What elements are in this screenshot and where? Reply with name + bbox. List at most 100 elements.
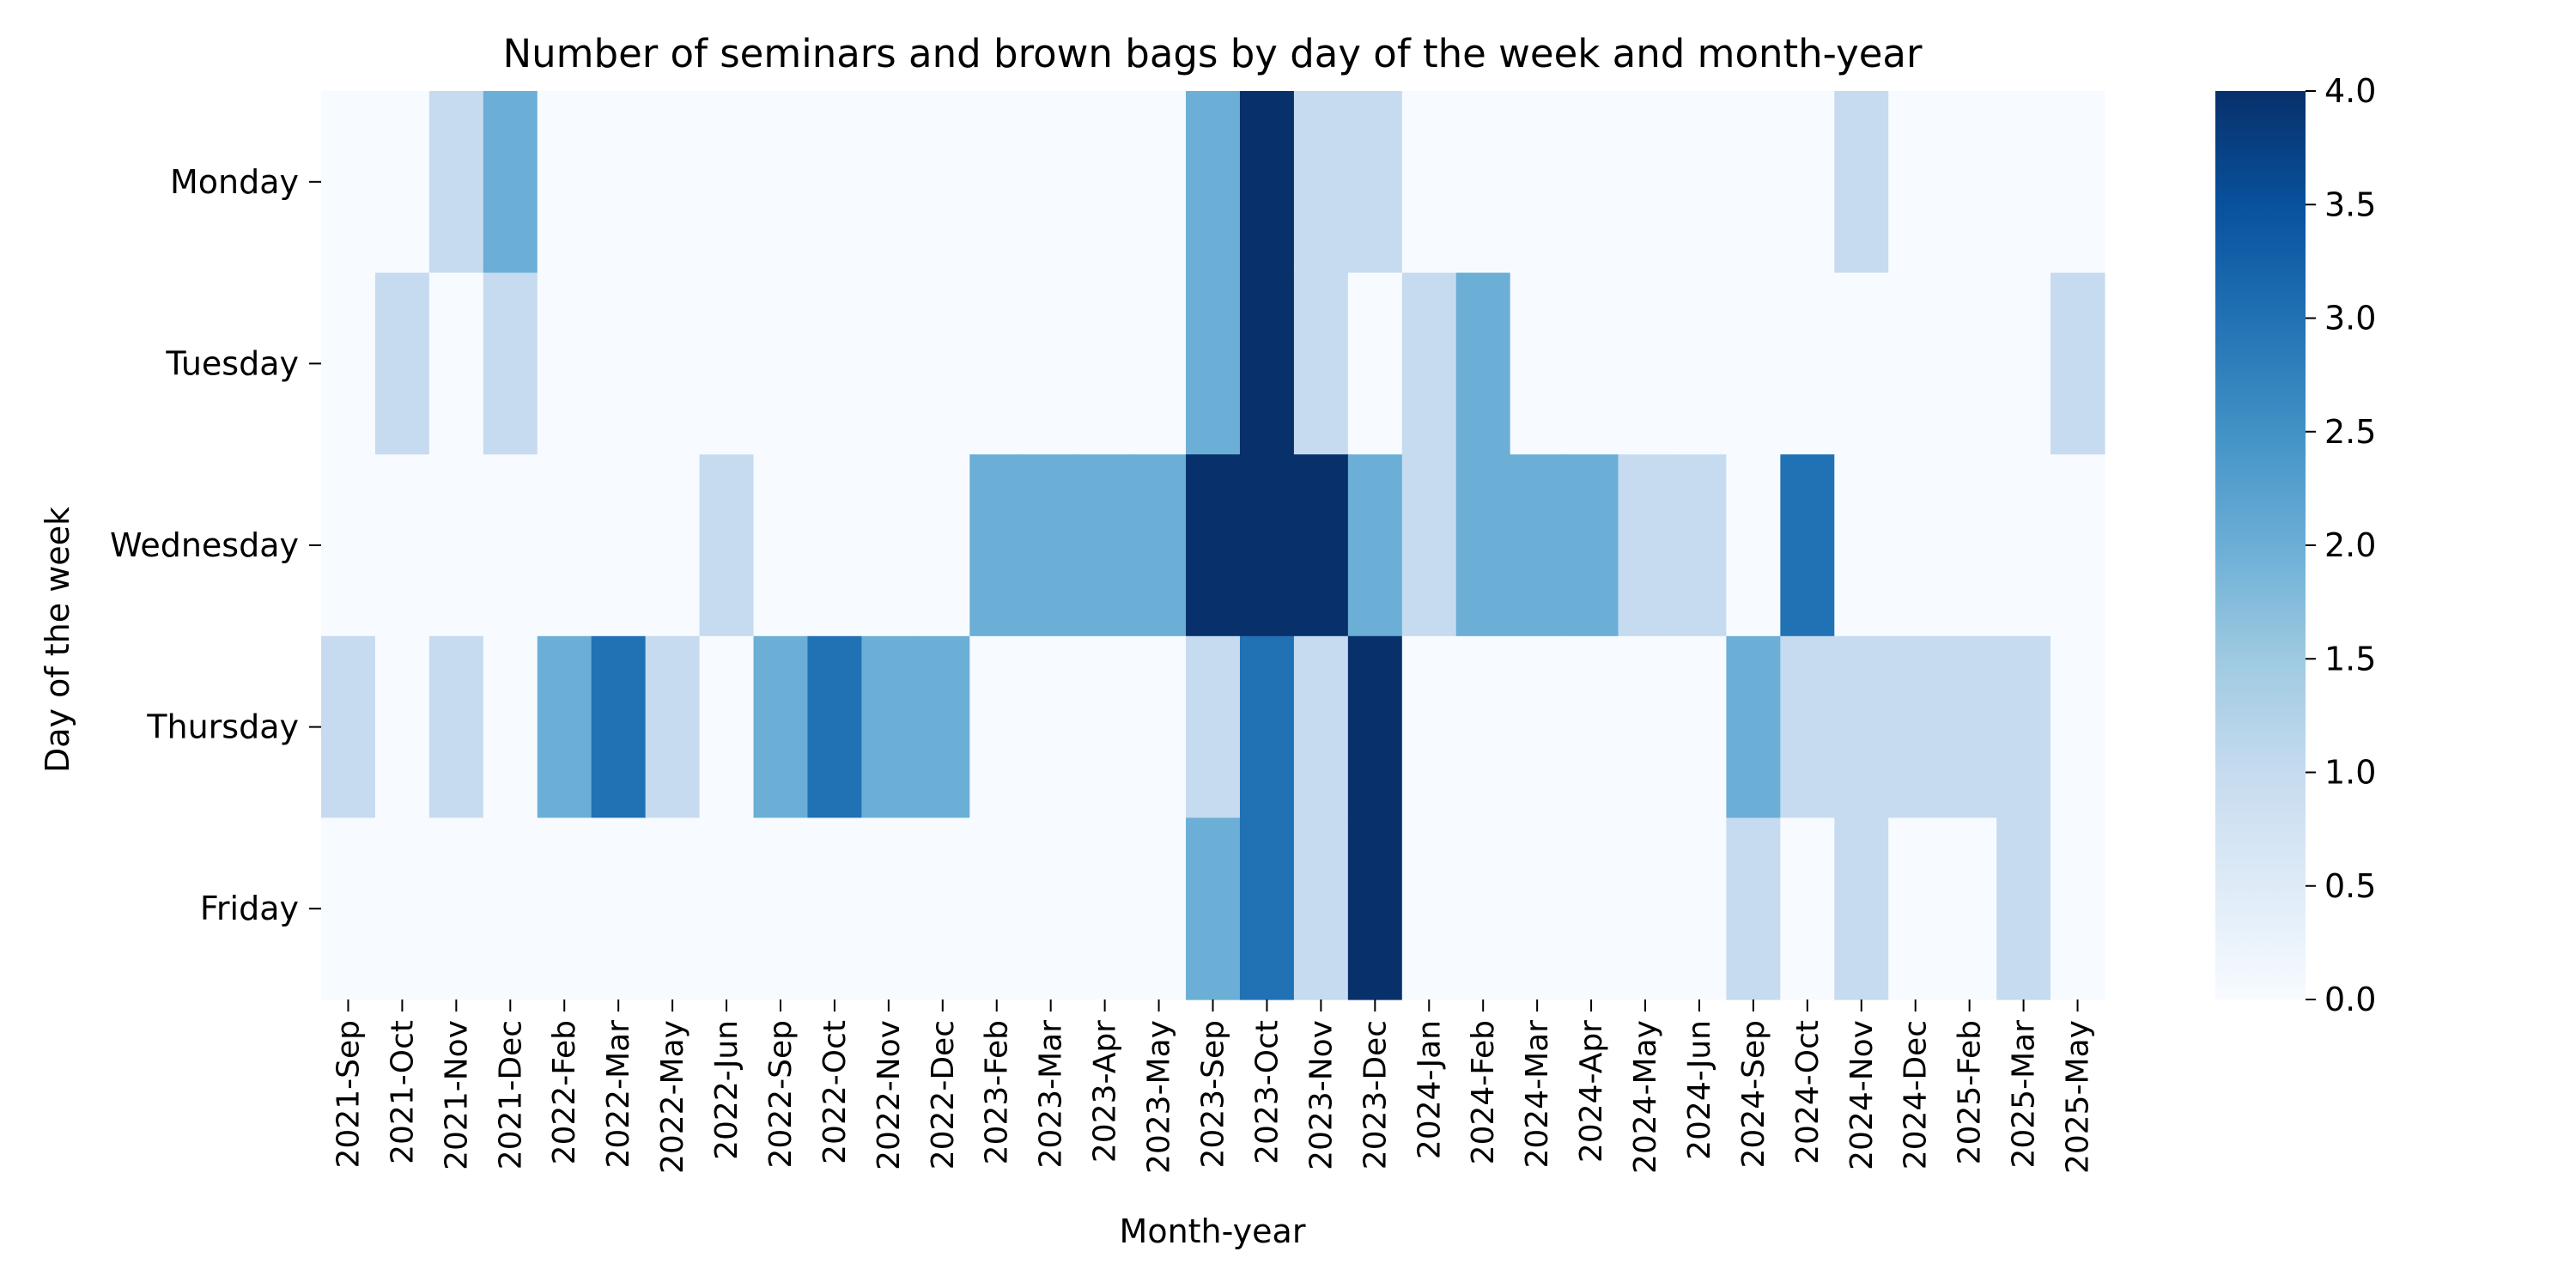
heatmap-cell <box>1078 817 1133 1000</box>
heatmap-cell <box>1510 635 1565 818</box>
heatmap-cell <box>1888 817 1943 1000</box>
x-tick-label: 2024-Sep <box>1736 1020 1771 1168</box>
heatmap-cell <box>537 817 592 1000</box>
heatmap-cell <box>1672 635 1728 818</box>
x-tick-label: 2025-Mar <box>2007 1020 2042 1169</box>
heatmap-cell <box>2050 91 2105 274</box>
heatmap-cell <box>1510 817 1565 1000</box>
heatmap-cell <box>428 454 484 637</box>
x-tick-label: 2023-Dec <box>1358 1020 1393 1170</box>
x-tick-label: 2021-Sep <box>331 1020 366 1168</box>
colorbar-tick-label: 2.0 <box>2324 526 2376 564</box>
x-tick-label: 2023-Sep <box>1196 1020 1231 1168</box>
heatmap-cell <box>915 272 970 455</box>
heatmap-cell <box>699 272 755 455</box>
heatmap-cell <box>1401 91 1457 274</box>
x-tick-label: 2021-Nov <box>439 1020 474 1170</box>
heatmap-cell <box>1347 272 1403 455</box>
heatmap-cell <box>1078 635 1133 818</box>
heatmap-cell <box>483 635 538 818</box>
heatmap-cell <box>1618 454 1674 637</box>
heatmap-cell <box>1024 91 1078 274</box>
heatmap-cell <box>591 272 647 455</box>
heatmap-cell <box>1347 91 1403 274</box>
heatmap-cell <box>1347 817 1403 1000</box>
x-tick-label: 2024-Mar <box>1520 1020 1555 1169</box>
heatmap-cell <box>591 817 647 1000</box>
heatmap-cell <box>1834 454 1889 637</box>
heatmap-cell <box>1401 817 1457 1000</box>
heatmap-cell <box>645 272 701 455</box>
x-tick-label: 2022-Mar <box>601 1020 636 1169</box>
x-tick-label: 2025-Feb <box>1953 1020 1988 1164</box>
heatmap-cell <box>1618 91 1674 274</box>
heatmap-cell <box>1455 635 1511 818</box>
heatmap-cell <box>537 454 592 637</box>
colorbar <box>2215 91 2306 999</box>
y-tick-labels: Monday Tuesday Wednesday Thursday Friday <box>110 163 321 927</box>
x-tick-label: 2023-Mar <box>1034 1020 1069 1169</box>
heatmap-cell <box>861 454 916 637</box>
heatmap-cell <box>1996 817 2051 1000</box>
heatmap-cell <box>1078 454 1133 637</box>
heatmap-cell <box>1132 91 1187 274</box>
heatmap-cell <box>374 91 430 274</box>
heatmap-cell <box>1834 635 1889 818</box>
heatmap-cell <box>699 817 755 1000</box>
heatmap-cell <box>1293 91 1349 274</box>
x-tick-label: 2021-Dec <box>493 1020 528 1170</box>
x-tick-label: 2024-Feb <box>1466 1020 1501 1164</box>
heatmap-cell <box>1293 454 1349 637</box>
heatmap-cell <box>591 91 647 274</box>
x-tick-label: 2024-Apr <box>1574 1020 1609 1163</box>
heatmap-cell <box>969 91 1024 274</box>
heatmap-cell <box>1888 635 1943 818</box>
heatmap-cell <box>1942 454 1997 637</box>
heatmap-cell <box>1401 454 1457 637</box>
x-tick-label: 2024-Nov <box>1844 1020 1880 1170</box>
colorbar-tick-label: 0.0 <box>2324 981 2376 1018</box>
heatmap-cell <box>645 817 701 1000</box>
heatmap-cell <box>645 91 701 274</box>
heatmap-cell <box>861 635 916 818</box>
heatmap-cell <box>1564 817 1619 1000</box>
colorbar-tick-label: 1.5 <box>2324 640 2376 677</box>
heatmap-cell <box>1942 635 1997 818</box>
heatmap-cell <box>807 272 862 455</box>
heatmap-cell <box>1726 817 1781 1000</box>
y-axis-label: Day of the week <box>39 507 76 773</box>
heatmap-cell <box>374 454 430 637</box>
heatmap-cell <box>1996 91 2051 274</box>
heatmap-cell <box>1239 635 1295 818</box>
x-tick-label: 2022-May <box>655 1020 690 1174</box>
heatmap-cell <box>1672 454 1728 637</box>
heatmap-cell <box>861 91 916 274</box>
heatmap-cell <box>1726 635 1781 818</box>
heatmap-cell <box>915 91 970 274</box>
heatmap-cell <box>1834 817 1889 1000</box>
heatmap-cell <box>1132 817 1187 1000</box>
colorbar-tick-label: 1.0 <box>2324 754 2376 792</box>
colorbar-tick-label: 3.5 <box>2324 185 2376 223</box>
heatmap-cell <box>428 91 484 274</box>
heatmap-cell <box>1132 272 1187 455</box>
heatmap-cell <box>1239 91 1295 274</box>
heatmap-cell <box>1834 91 1889 274</box>
x-tick-label: 2024-Jun <box>1682 1020 1717 1160</box>
heatmap-cell <box>1024 635 1078 818</box>
heatmap-cell <box>483 454 538 637</box>
heatmap-cell <box>1726 454 1781 637</box>
heatmap-cell <box>807 817 862 1000</box>
x-tick-label: 2021-Oct <box>385 1020 420 1164</box>
heatmap-cell <box>1510 91 1565 274</box>
heatmap-cell <box>1780 91 1835 274</box>
colorbar-tick-label: 2.5 <box>2324 413 2376 451</box>
x-tick-label: 2023-Oct <box>1249 1020 1285 1164</box>
heatmap-cell <box>591 454 647 637</box>
heatmap-cell <box>1510 454 1565 637</box>
heatmap-cell <box>753 817 809 1000</box>
heatmap-cell <box>1564 272 1619 455</box>
heatmap-cell <box>915 635 970 818</box>
colorbar-ticks: 0.0 0.5 1.0 1.5 2.0 2.5 3.0 3.5 4.0 <box>2306 72 2376 1018</box>
